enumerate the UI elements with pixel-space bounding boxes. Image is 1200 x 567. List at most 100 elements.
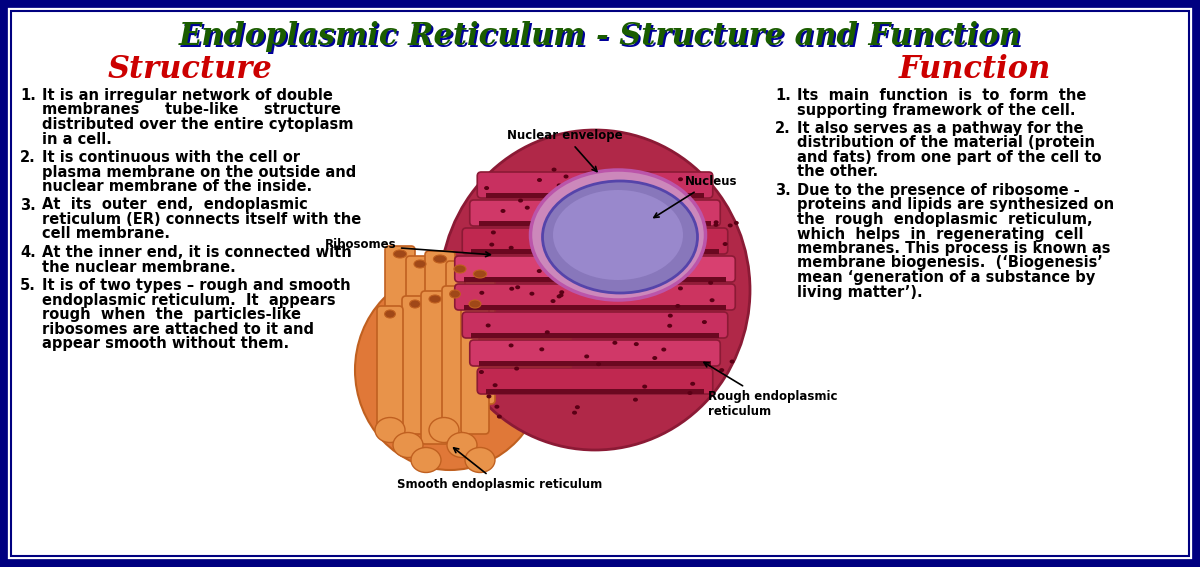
Ellipse shape bbox=[636, 202, 641, 206]
Text: membrane biogenesis.  (‘Biogenesis’: membrane biogenesis. (‘Biogenesis’ bbox=[797, 256, 1103, 270]
Ellipse shape bbox=[661, 348, 666, 352]
Text: Nucleus: Nucleus bbox=[654, 175, 738, 218]
Ellipse shape bbox=[692, 251, 698, 255]
Ellipse shape bbox=[414, 260, 426, 268]
Text: Structure: Structure bbox=[108, 54, 272, 86]
Text: 1.: 1. bbox=[20, 88, 36, 103]
Text: membranes     tube-like     structure: membranes tube-like structure bbox=[42, 103, 341, 117]
Text: 5.: 5. bbox=[20, 278, 36, 293]
Ellipse shape bbox=[524, 206, 529, 210]
Text: distribution of the material (protein: distribution of the material (protein bbox=[797, 136, 1096, 150]
FancyBboxPatch shape bbox=[461, 296, 490, 434]
Ellipse shape bbox=[385, 310, 396, 318]
Text: 2.: 2. bbox=[775, 121, 791, 136]
Text: 2.: 2. bbox=[20, 150, 36, 165]
Ellipse shape bbox=[694, 213, 698, 217]
Ellipse shape bbox=[515, 285, 520, 289]
Ellipse shape bbox=[708, 281, 713, 285]
Ellipse shape bbox=[518, 198, 523, 202]
Ellipse shape bbox=[678, 210, 683, 214]
Ellipse shape bbox=[493, 383, 498, 387]
Ellipse shape bbox=[714, 221, 719, 225]
Bar bbox=[486, 193, 703, 198]
Ellipse shape bbox=[636, 289, 641, 293]
Ellipse shape bbox=[668, 314, 673, 318]
Ellipse shape bbox=[433, 255, 446, 263]
Text: At  its  outer  end,  endoplasmic: At its outer end, endoplasmic bbox=[42, 197, 307, 213]
FancyBboxPatch shape bbox=[469, 200, 720, 226]
Ellipse shape bbox=[690, 382, 695, 386]
Ellipse shape bbox=[430, 295, 442, 303]
FancyBboxPatch shape bbox=[406, 256, 434, 404]
FancyBboxPatch shape bbox=[478, 172, 713, 198]
Text: 3.: 3. bbox=[20, 197, 36, 213]
Ellipse shape bbox=[440, 130, 750, 450]
Ellipse shape bbox=[490, 243, 494, 247]
Ellipse shape bbox=[553, 253, 558, 257]
Ellipse shape bbox=[509, 246, 514, 250]
Ellipse shape bbox=[722, 242, 727, 246]
Ellipse shape bbox=[586, 216, 592, 220]
Ellipse shape bbox=[571, 188, 576, 192]
FancyBboxPatch shape bbox=[469, 340, 720, 366]
Ellipse shape bbox=[590, 234, 595, 238]
Ellipse shape bbox=[607, 236, 612, 240]
Ellipse shape bbox=[409, 300, 420, 308]
Text: Its  main  function  is  to  form  the: Its main function is to form the bbox=[797, 88, 1086, 103]
Text: Ribosomes: Ribosomes bbox=[324, 239, 491, 257]
Text: the nuclear membrane.: the nuclear membrane. bbox=[42, 260, 235, 274]
Text: Rough endoplasmic
reticulum: Rough endoplasmic reticulum bbox=[704, 362, 838, 418]
FancyBboxPatch shape bbox=[479, 334, 571, 386]
Ellipse shape bbox=[572, 411, 577, 414]
Text: It is an irregular network of double: It is an irregular network of double bbox=[42, 88, 332, 103]
Bar bbox=[472, 333, 719, 338]
Text: the other.: the other. bbox=[797, 164, 878, 180]
Ellipse shape bbox=[612, 341, 617, 345]
Ellipse shape bbox=[559, 290, 564, 294]
FancyBboxPatch shape bbox=[462, 312, 727, 338]
Text: 1.: 1. bbox=[775, 88, 791, 103]
Ellipse shape bbox=[497, 414, 502, 418]
Text: Due to the presence of ribosome -: Due to the presence of ribosome - bbox=[797, 183, 1080, 198]
Ellipse shape bbox=[613, 269, 618, 273]
Ellipse shape bbox=[530, 170, 706, 300]
Ellipse shape bbox=[632, 397, 638, 401]
Text: It is continuous with the cell or: It is continuous with the cell or bbox=[42, 150, 300, 165]
FancyBboxPatch shape bbox=[455, 284, 736, 310]
Text: reticulum (ER) connects itself with the: reticulum (ER) connects itself with the bbox=[42, 212, 361, 227]
Ellipse shape bbox=[410, 447, 442, 472]
Text: the  rough  endoplasmic  reticulum,: the rough endoplasmic reticulum, bbox=[797, 212, 1093, 227]
Text: supporting framework of the cell.: supporting framework of the cell. bbox=[797, 103, 1075, 117]
Ellipse shape bbox=[733, 221, 739, 225]
Ellipse shape bbox=[486, 395, 492, 399]
Ellipse shape bbox=[631, 170, 636, 174]
Ellipse shape bbox=[557, 183, 562, 188]
Ellipse shape bbox=[557, 294, 562, 298]
Ellipse shape bbox=[500, 209, 505, 213]
Ellipse shape bbox=[676, 304, 680, 308]
Text: in a cell.: in a cell. bbox=[42, 132, 112, 146]
FancyBboxPatch shape bbox=[446, 261, 474, 409]
Ellipse shape bbox=[509, 287, 515, 291]
FancyBboxPatch shape bbox=[385, 246, 415, 394]
Text: membranes. This process is known as: membranes. This process is known as bbox=[797, 241, 1110, 256]
Ellipse shape bbox=[678, 177, 683, 181]
Ellipse shape bbox=[596, 362, 601, 366]
Ellipse shape bbox=[545, 330, 550, 335]
Text: appear smooth without them.: appear smooth without them. bbox=[42, 336, 289, 351]
Text: ribosomes are attached to it and: ribosomes are attached to it and bbox=[42, 321, 314, 336]
Ellipse shape bbox=[560, 187, 565, 191]
FancyBboxPatch shape bbox=[442, 286, 468, 439]
Ellipse shape bbox=[374, 417, 406, 442]
Ellipse shape bbox=[479, 291, 485, 295]
Ellipse shape bbox=[494, 405, 499, 409]
Ellipse shape bbox=[702, 320, 707, 324]
Ellipse shape bbox=[454, 265, 466, 273]
Bar bbox=[479, 221, 712, 226]
Text: nuclear membrane of the inside.: nuclear membrane of the inside. bbox=[42, 179, 312, 194]
Bar bbox=[463, 305, 726, 310]
Text: plasma membrane on the outside and: plasma membrane on the outside and bbox=[42, 164, 356, 180]
Bar bbox=[479, 361, 712, 366]
Text: and fats) from one part of the cell to: and fats) from one part of the cell to bbox=[797, 150, 1102, 165]
Text: Function: Function bbox=[899, 54, 1051, 86]
